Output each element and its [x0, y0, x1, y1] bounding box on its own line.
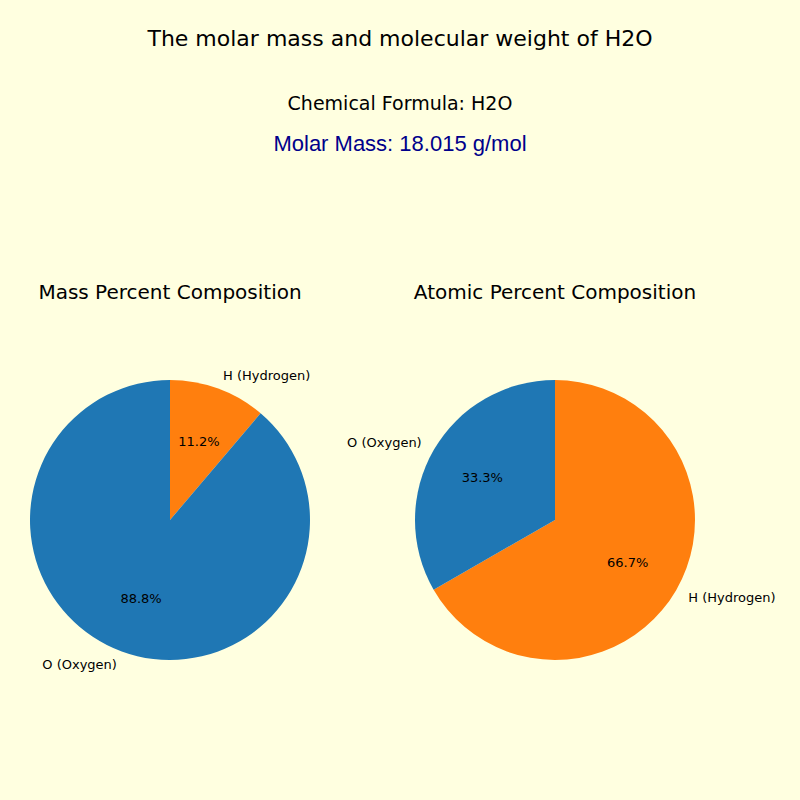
pie-title: Mass Percent Composition	[38, 280, 301, 304]
pie-title: Atomic Percent Composition	[414, 280, 696, 304]
pie-slice	[415, 380, 555, 590]
pie-slice	[30, 380, 310, 660]
pie-chart: Mass Percent Composition H (Hydrogen) 11.2…	[30, 280, 310, 672]
pie-chart: Atomic Percent Composition H (Hydrogen) 66…	[347, 280, 775, 660]
slice-value: 88.8%	[120, 591, 161, 606]
slice-value: 33.3%	[462, 470, 503, 485]
formula: Chemical Formula: H2O	[288, 92, 513, 114]
slice-label: H (Hydrogen)	[688, 590, 775, 605]
slice-label: O (Oxygen)	[42, 657, 117, 672]
main-title: The molar mass and molecular weight of H…	[146, 26, 652, 51]
slice-value: 11.2%	[178, 434, 219, 449]
background	[0, 0, 800, 800]
chart-canvas: The molar mass and molecular weight of H…	[0, 0, 800, 800]
molar-mass: Molar Mass: 18.015 g/mol	[273, 131, 526, 156]
slice-value: 66.7%	[607, 555, 648, 570]
slice-label: H (Hydrogen)	[223, 368, 310, 383]
slice-label: O (Oxygen)	[347, 435, 422, 450]
